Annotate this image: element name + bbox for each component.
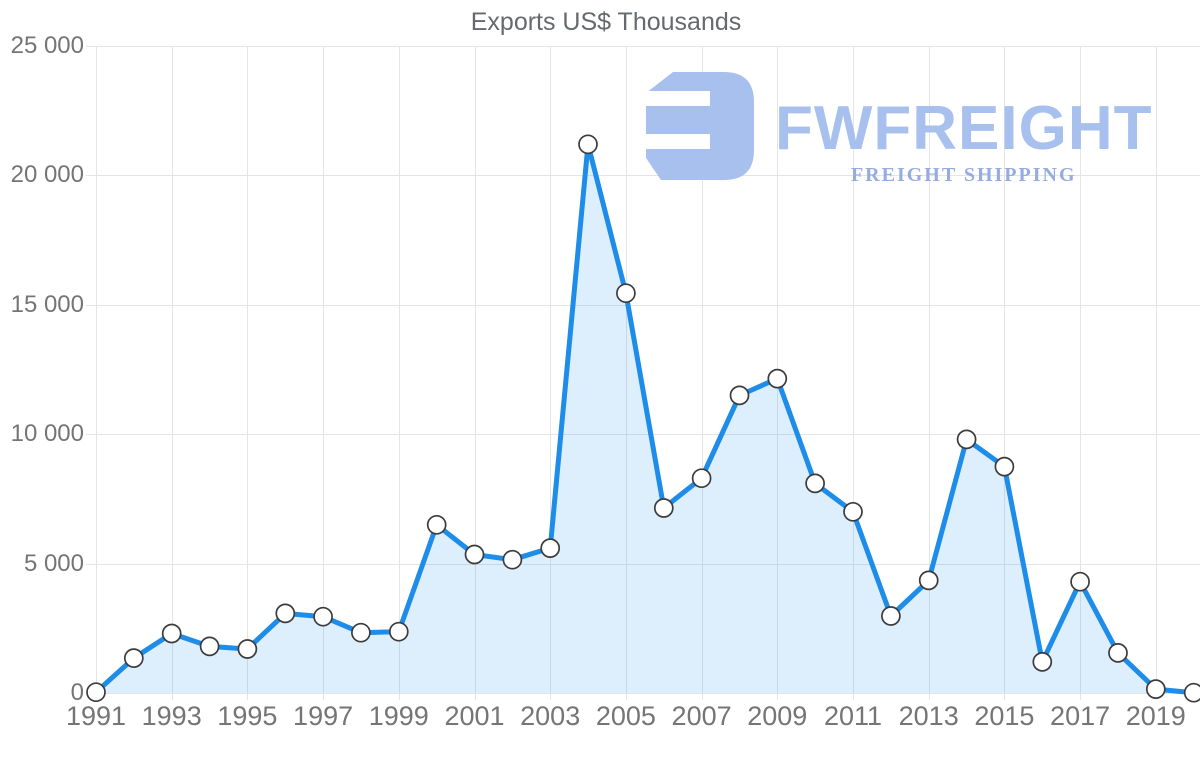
chart-title: Exports US$ Thousands <box>470 8 742 36</box>
x-tick-label: 2011 <box>823 701 883 731</box>
y-tick-label: 0 <box>70 679 84 706</box>
data-point-2016[interactable] <box>1032 652 1053 672</box>
series-area <box>96 144 1194 694</box>
x-tick-label: 2017 <box>1050 701 1111 731</box>
data-point-2009[interactable] <box>767 368 788 389</box>
x-tick-label: 1991 <box>65 701 127 731</box>
data-point-2015[interactable] <box>994 456 1015 477</box>
data-point-1992[interactable] <box>123 648 144 668</box>
x-tick-label: 2009 <box>747 701 808 731</box>
data-point-2001[interactable] <box>464 544 485 565</box>
y-tick-label: 5 000 <box>23 549 84 577</box>
data-point-2018[interactable] <box>1108 643 1128 663</box>
data-point-2010[interactable] <box>805 473 825 494</box>
y-tick-label: 15 000 <box>10 290 84 318</box>
x-tick-label: 2005 <box>595 701 656 731</box>
data-point-2012[interactable] <box>881 606 901 626</box>
x-tick-label: 2007 <box>671 701 732 731</box>
data-point-1991[interactable] <box>86 682 106 703</box>
data-point-2006[interactable] <box>653 498 674 518</box>
data-point-2003[interactable] <box>540 538 561 558</box>
data-point-1996[interactable] <box>275 603 296 624</box>
data-point-2020[interactable] <box>1183 682 1200 703</box>
data-point-2005[interactable] <box>616 283 636 304</box>
data-point-2002[interactable] <box>502 549 523 570</box>
data-point-2017[interactable] <box>1070 571 1090 592</box>
x-tick-label: 1993 <box>141 701 202 731</box>
data-point-1998[interactable] <box>351 622 371 643</box>
data-point-2008[interactable] <box>729 385 750 406</box>
data-point-2019[interactable] <box>1145 679 1166 699</box>
data-point-1999[interactable] <box>388 621 409 642</box>
data-point-1994[interactable] <box>199 636 220 657</box>
x-tick-label: 1995 <box>217 701 278 731</box>
x-tick-label: 2001 <box>444 701 505 731</box>
data-point-1997[interactable] <box>313 606 333 627</box>
x-tick-label: 2003 <box>520 701 581 731</box>
x-tick-label: 1997 <box>293 701 354 731</box>
data-point-1995[interactable] <box>237 639 258 659</box>
data-point-2007[interactable] <box>691 468 712 489</box>
x-tick-label: 2015 <box>974 701 1035 731</box>
y-tick-label: 10 000 <box>10 420 84 448</box>
y-tick-label: 25 000 <box>10 32 84 59</box>
data-point-2013[interactable] <box>918 570 939 591</box>
data-point-1993[interactable] <box>161 623 182 644</box>
data-point-2011[interactable] <box>843 501 863 522</box>
data-point-2014[interactable] <box>956 429 977 450</box>
x-tick-label: 2013 <box>898 701 959 731</box>
x-tick-label: 2019 <box>1125 701 1186 731</box>
data-point-2000[interactable] <box>426 514 447 535</box>
data-point-2004[interactable] <box>578 134 598 155</box>
y-tick-label: 20 000 <box>10 161 84 189</box>
x-tick-label: 1999 <box>368 701 429 731</box>
